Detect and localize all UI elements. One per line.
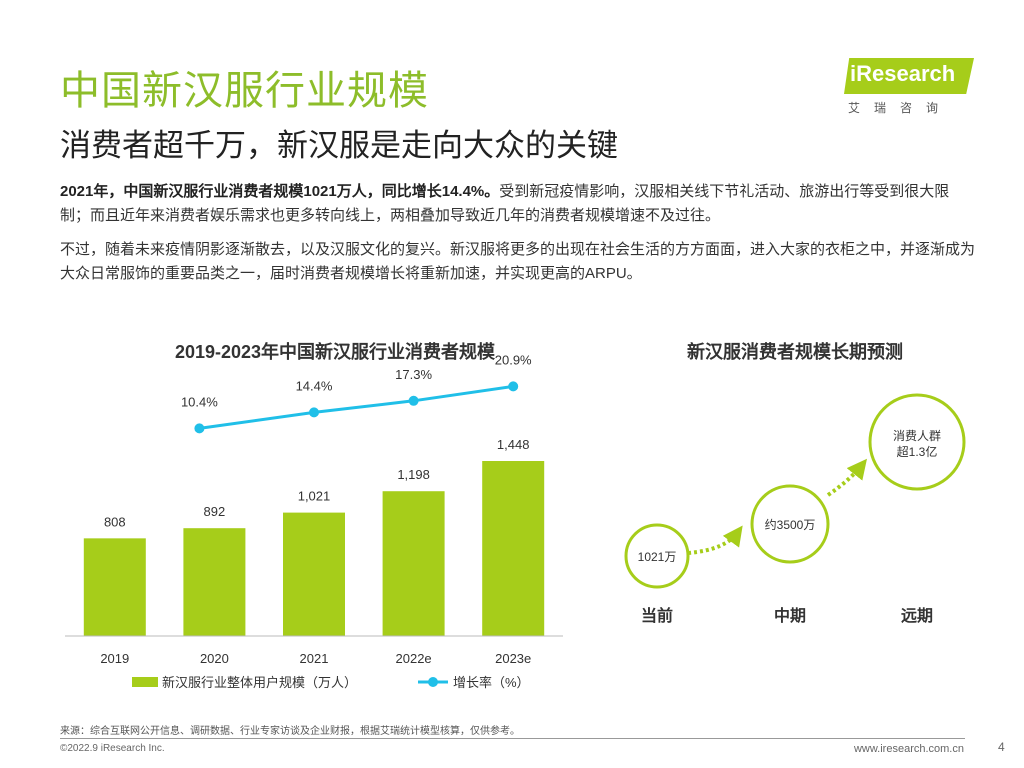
logo-sub-text: 艾瑞咨询 xyxy=(848,101,953,115)
summary-paragraph-1: 2021年，中国新汉服行业消费者规模1021万人，同比增长14.4%。受到新冠疫… xyxy=(60,180,975,228)
growth-label-2023e: 20.9% xyxy=(495,352,532,367)
logo-brand-text: iResearch xyxy=(850,61,956,86)
bar-2019 xyxy=(83,538,146,636)
stage-circle-current xyxy=(624,523,690,589)
growth-label-2022e: 17.3% xyxy=(395,367,432,382)
footer-divider xyxy=(60,738,965,739)
bar-2022e xyxy=(382,491,445,636)
page-title: 中国新汉服行业规模 xyxy=(60,69,429,113)
summary-rest: 受到新冠疫情影响，汉服相关线下节礼活动、旅游出行等受到很大限制；而且近年来消费者… xyxy=(60,183,950,224)
page-number: 4 xyxy=(998,740,1005,754)
x-tick-2021: 2021 xyxy=(300,651,329,666)
bar-label-2020: 892 xyxy=(204,504,226,519)
x-tick-2023e: 2023e xyxy=(495,651,531,666)
bar-label-2019: 808 xyxy=(104,514,126,529)
growth-point-2023e xyxy=(508,381,519,392)
bar-2020 xyxy=(183,528,246,636)
stage-label-far: 远期 xyxy=(901,606,933,625)
arrow-current-to-mid xyxy=(687,525,743,555)
summary-paragraph-2: 不过，随着未来疫情阴影逐渐散去，以及汉服文化的复兴。新汉服将更多的出现在社会生活… xyxy=(60,241,976,282)
footer-url: www.iresearch.com.cn xyxy=(853,743,964,755)
growth-point-2020 xyxy=(194,423,205,434)
legend-line-marker xyxy=(428,677,438,687)
stage-circle-mid xyxy=(750,484,830,564)
growth-point-2022e xyxy=(408,395,419,406)
bar-label-2023e: 1,448 xyxy=(497,437,530,452)
growth-line xyxy=(199,384,514,430)
bar-label-2022e: 1,198 xyxy=(397,467,430,482)
iresearch-logo: iResearch 艾瑞咨询 xyxy=(830,50,975,120)
x-tick-2019: 2019 xyxy=(100,651,129,666)
stage-value-current: 1021万 xyxy=(638,550,677,564)
summary-highlight: 2021年，中国新汉服行业消费者规模1021万人，同比增长14.4%。 xyxy=(60,183,500,200)
bar-2023e xyxy=(482,461,545,636)
bar-label-2021: 1,021 xyxy=(298,489,331,504)
x-tick-2020: 2020 xyxy=(200,651,229,666)
growth-label-2021: 14.4% xyxy=(296,378,333,393)
legend-line-label: 增长率（%） xyxy=(453,675,530,690)
stage-value-far-line1: 消费人群 xyxy=(893,429,941,443)
copyright: ©2022.9 iResearch Inc. xyxy=(60,743,165,754)
legend-bar-swatch xyxy=(132,677,158,687)
growth-label-2020: 10.4% xyxy=(181,394,218,409)
stage-circle-far xyxy=(868,393,966,491)
bar-2021 xyxy=(283,512,345,636)
legend-bar-label: 新汉服行业整体用户规模（万人） xyxy=(162,675,357,690)
x-tick-2022e: 2022e xyxy=(396,651,432,666)
stage-value-far-line2: 超1.3亿 xyxy=(897,444,938,459)
bar-chart-title: 2019-2023年中国新汉服行业消费者规模 xyxy=(174,342,496,362)
forecast-title: 新汉服消费者规模长期预测 xyxy=(687,342,903,362)
stage-label-current: 当前 xyxy=(641,606,673,625)
source-note: 来源：综合互联网公开信息、调研数据、行业专家访谈及企业财报，根据艾瑞统计模型核算… xyxy=(60,726,520,737)
arrow-mid-to-far xyxy=(826,458,867,497)
stage-label-mid: 中期 xyxy=(774,606,806,625)
page-subtitle: 消费者超千万，新汉服是走向大众的关键 xyxy=(60,128,618,163)
logo-badge xyxy=(844,58,974,94)
stage-value-mid: 约3500万 xyxy=(765,517,816,532)
growth-point-2021 xyxy=(309,407,319,418)
